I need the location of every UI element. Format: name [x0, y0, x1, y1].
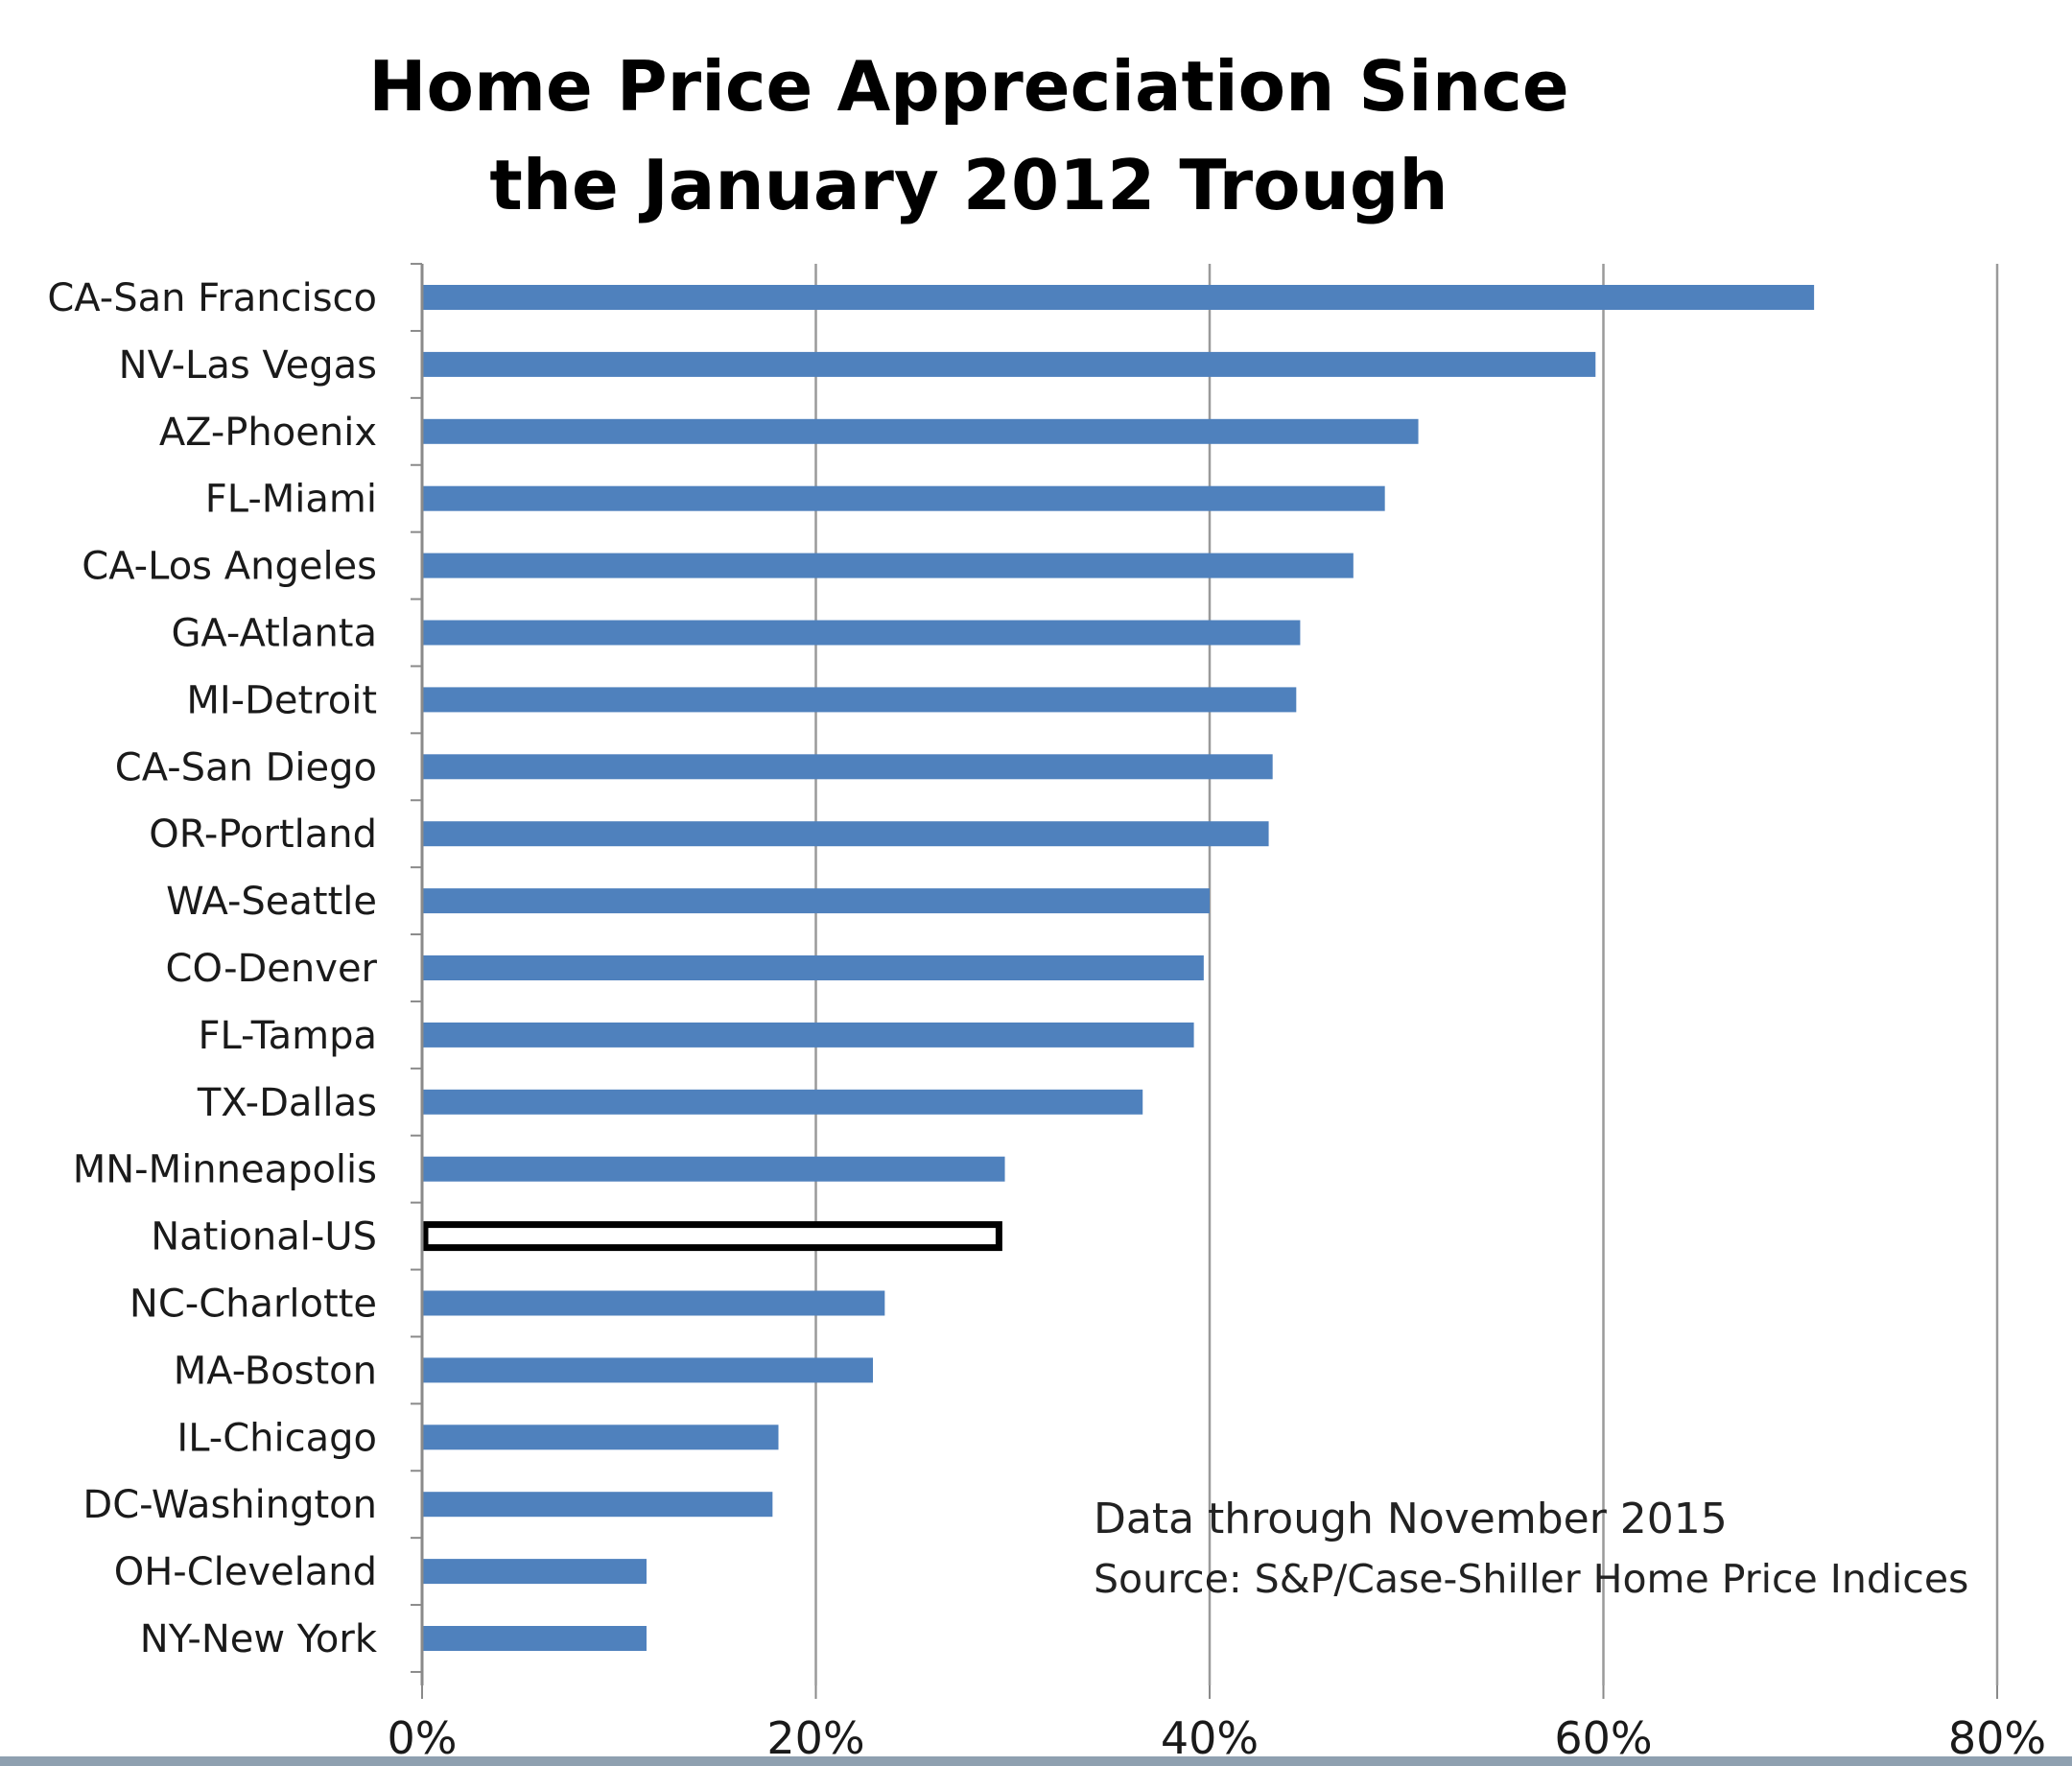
category-label-ca-los-angeles: CA-Los Angeles — [82, 545, 377, 589]
chart-title-line-2: the January 2012 Trough — [489, 145, 1448, 225]
x-tick-label-4: 80% — [1948, 1712, 2046, 1764]
bar-fl-miami — [422, 485, 1385, 511]
bar-dc-washington — [422, 1492, 773, 1518]
bar-national-us — [421, 1221, 1002, 1252]
bar-tx-dallas — [422, 1089, 1143, 1115]
bar-mn-minneapolis — [422, 1156, 1005, 1182]
x-tick-label-2: 40% — [1161, 1712, 1259, 1764]
bar-ny-new-york — [422, 1626, 647, 1651]
bar-co-denver — [422, 955, 1204, 980]
category-label-wa-seattle: WA-Seattle — [166, 880, 377, 924]
category-label-ma-boston: MA-Boston — [174, 1349, 377, 1393]
bar-wa-seattle — [422, 888, 1210, 914]
category-label-dc-washington: DC-Washington — [82, 1483, 377, 1527]
axes — [411, 263, 1998, 1699]
x-tick-labels: 0% 20% 40% 60% 80% — [388, 1712, 2047, 1764]
annotation-data-through: Data through November 2015 — [1094, 1495, 1728, 1543]
bar-ca-san-francisco — [422, 285, 1815, 310]
category-label-il-chicago: IL-Chicago — [177, 1416, 377, 1460]
bar-or-portland — [422, 821, 1269, 847]
category-label-tx-dallas: TX-Dallas — [197, 1081, 377, 1125]
bar-ca-los-angeles — [422, 553, 1354, 578]
bar-ca-san-diego — [422, 754, 1273, 780]
bars — [421, 285, 1815, 1651]
x-tick-label-0: 0% — [388, 1712, 458, 1764]
x-tick-label-3: 60% — [1554, 1712, 1652, 1764]
bar-az-phoenix — [422, 418, 1419, 444]
chart-title-line-1: Home Price Appreciation Since — [368, 46, 1568, 127]
category-label-fl-miami: FL-Miami — [205, 478, 377, 522]
category-label-nv-las-vegas: NV-Las Vegas — [119, 343, 377, 388]
category-label-ny-new-york: NY-New York — [140, 1617, 378, 1661]
x-tick-label-1: 20% — [766, 1712, 864, 1764]
bar-il-chicago — [422, 1425, 779, 1450]
bar-ma-boston — [422, 1357, 874, 1383]
annotation-source: Source: S&P/Case-Shiller Home Price Indi… — [1094, 1556, 1968, 1602]
bar-mi-detroit — [422, 687, 1297, 713]
bar-ga-atlanta — [422, 620, 1301, 646]
category-label-oh-cleveland: OH-Cleveland — [114, 1550, 377, 1594]
category-label-ca-san-diego: CA-San Diego — [115, 745, 377, 789]
category-label-ca-san-francisco: CA-San Francisco — [47, 276, 377, 320]
window-bottom-strip — [0, 1756, 2072, 1766]
category-label-fl-tampa: FL-Tampa — [198, 1014, 377, 1058]
category-label-co-denver: CO-Denver — [166, 947, 378, 991]
annotation-block: Data through November 2015 Source: S&P/C… — [1094, 1495, 1968, 1602]
bar-nc-charlotte — [422, 1290, 885, 1316]
category-label-or-portland: OR-Portland — [149, 812, 377, 857]
chart-title: Home Price Appreciation Since the Januar… — [368, 46, 1568, 225]
bar-oh-cleveland — [422, 1559, 647, 1585]
category-label-nc-charlotte: NC-Charlotte — [130, 1283, 377, 1327]
category-label-mn-minneapolis: MN-Minneapolis — [73, 1148, 377, 1192]
category-label-mi-detroit: MI-Detroit — [186, 678, 377, 722]
bar-nv-las-vegas — [422, 351, 1596, 377]
category-labels: CA-San Francisco NV-Las Vegas AZ-Phoenix FL… — [47, 276, 377, 1661]
bar-fl-tampa — [422, 1022, 1194, 1048]
category-label-national-us: National-US — [151, 1215, 377, 1260]
category-label-az-phoenix: AZ-Phoenix — [159, 411, 377, 455]
category-label-ga-atlanta: GA-Atlanta — [171, 612, 377, 656]
